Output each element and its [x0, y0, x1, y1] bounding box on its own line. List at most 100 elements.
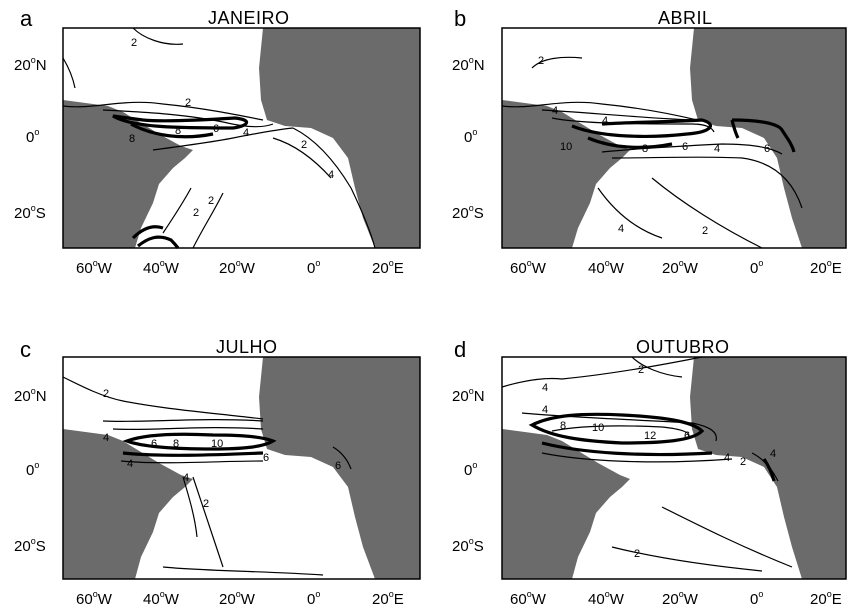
- lat-label-20s: 20oS: [14, 203, 46, 222]
- contour-labels: 2 2 4 6 8 8 2 4 2 2: [129, 37, 334, 219]
- contour-label: 6: [151, 438, 157, 450]
- lat-label-20n: 20oN: [452, 55, 485, 74]
- contour-label: 8: [642, 143, 648, 155]
- contour-label: 2: [131, 37, 137, 49]
- contour-lines: [62, 27, 376, 249]
- lat-label-0: 0o: [26, 127, 40, 146]
- lon-label-0: 0o: [750, 589, 764, 608]
- lat-label-20s: 20oS: [452, 203, 484, 222]
- lat-label-20n: 20oN: [14, 55, 47, 74]
- contour-label: 2: [634, 548, 640, 560]
- map-frame: [501, 27, 847, 249]
- contour-label: 4: [714, 143, 720, 155]
- lon-label-60w: 60oW: [510, 589, 546, 608]
- contour-label: 4: [243, 127, 249, 139]
- panel-letter: c: [20, 337, 31, 362]
- panel-title: JANEIRO: [208, 8, 290, 28]
- contour-label: 2: [740, 456, 746, 468]
- lat-label-20n: 20oN: [14, 386, 47, 405]
- contour-label: 2: [193, 207, 199, 219]
- contour-labels: 2 4 4 10 8 6 4 6 4 2: [538, 55, 770, 237]
- panel-title: JULHO: [216, 337, 278, 357]
- lat-label-0: 0o: [464, 460, 478, 479]
- contour-label: 4: [552, 105, 558, 117]
- contour-label: 4: [103, 432, 109, 444]
- contour-label: 2: [208, 195, 214, 207]
- contour-label: 8: [560, 420, 566, 432]
- panel-letter: a: [20, 6, 33, 31]
- contour-label: 2: [638, 364, 644, 376]
- africa-land: [690, 28, 846, 248]
- africa-land: [259, 357, 420, 579]
- contour-label: 4: [127, 458, 133, 470]
- map-panel-b: 2 4 4 10 8 6 4 6 4 2: [501, 27, 847, 249]
- contour-lines: [501, 56, 803, 249]
- panel-c: c JULHO 2 4 4 6 8 10 6 2 4 6: [0, 305, 426, 610]
- contour-label: 4: [542, 404, 548, 416]
- lat-label-20s: 20oS: [14, 536, 46, 555]
- contour-label: 8: [175, 125, 181, 137]
- map-panel-d: 2 4 4 8 10 12 6 4 2 4 2: [501, 356, 847, 580]
- contour-label: 4: [602, 115, 608, 127]
- lon-label-0: 0o: [307, 589, 321, 608]
- africa-land: [259, 28, 420, 248]
- panel-title: ABRIL: [658, 8, 713, 28]
- lon-label-20e: 20oE: [810, 258, 842, 277]
- south-america-land: [502, 100, 630, 248]
- lon-label-60w: 60oW: [510, 258, 546, 277]
- lon-label-20e: 20oE: [810, 589, 842, 608]
- lat-label-0: 0o: [26, 460, 40, 479]
- panel-letter: d: [454, 337, 467, 362]
- map-frame: [62, 356, 421, 580]
- contour-label: 4: [328, 169, 334, 181]
- contour-label: 4: [542, 382, 548, 394]
- contour-lines: [62, 376, 352, 576]
- lon-label-40w: 40oW: [588, 589, 624, 608]
- contour-label: 2: [185, 97, 191, 109]
- contour-lines: [501, 356, 793, 572]
- contour-label: 2: [702, 225, 708, 237]
- south-america-land: [63, 100, 193, 248]
- contour-label: 4: [183, 472, 189, 484]
- lon-label-60w: 60oW: [76, 258, 112, 277]
- contour-label: 6: [213, 123, 219, 135]
- lon-label-0: 0o: [750, 258, 764, 277]
- contour-label: 10: [560, 141, 572, 153]
- lon-label-40w: 40oW: [143, 258, 179, 277]
- panel-letter: b: [454, 6, 467, 31]
- south-america-land: [63, 429, 193, 579]
- panel-a: a JANEIRO 2 2 4 6 8 8 2: [0, 0, 426, 305]
- contour-label: 8: [173, 438, 179, 450]
- map-panel-c: 2 4 4 6 8 10 6 2 4 6: [62, 356, 421, 580]
- contour-label: 2: [301, 139, 307, 151]
- lat-label-20s: 20oS: [452, 536, 484, 555]
- lon-label-20w: 20oW: [662, 258, 698, 277]
- contour-label: 6: [684, 430, 690, 442]
- contour-label: 6: [263, 452, 269, 464]
- contour-label: 10: [211, 438, 223, 450]
- contour-labels: 2 4 4 8 10 12 6 4 2 4 2: [542, 364, 776, 560]
- panel-title: OUTUBRO: [636, 337, 730, 357]
- map-frame: [501, 356, 847, 580]
- contour-label: 6: [335, 460, 341, 472]
- contour-label: 4: [618, 223, 624, 235]
- contour-labels: 2 4 4 6 8 10 6 2 4 6: [103, 388, 341, 510]
- lon-label-20w: 20oW: [219, 589, 255, 608]
- contour-label: 2: [103, 388, 109, 400]
- contour-label: 2: [538, 55, 544, 67]
- contour-label: 6: [764, 143, 770, 155]
- lon-label-60w: 60oW: [76, 589, 112, 608]
- lat-label-0: 0o: [464, 127, 478, 146]
- map-panel-a: 2 2 4 6 8 8 2 4 2 2: [62, 27, 421, 249]
- lon-label-20w: 20oW: [219, 258, 255, 277]
- lon-label-40w: 40oW: [588, 258, 624, 277]
- panel-b: b ABRIL 2 4 4 10 8 6 4 6 4: [426, 0, 852, 305]
- lon-label-20w: 20oW: [662, 589, 698, 608]
- contour-label: 10: [592, 422, 604, 434]
- lon-label-20e: 20oE: [372, 589, 404, 608]
- map-frame: [62, 27, 421, 249]
- south-america-land: [502, 429, 630, 579]
- contour-label: 8: [129, 133, 135, 145]
- contour-label: 4: [724, 452, 730, 464]
- contour-label: 6: [682, 141, 688, 153]
